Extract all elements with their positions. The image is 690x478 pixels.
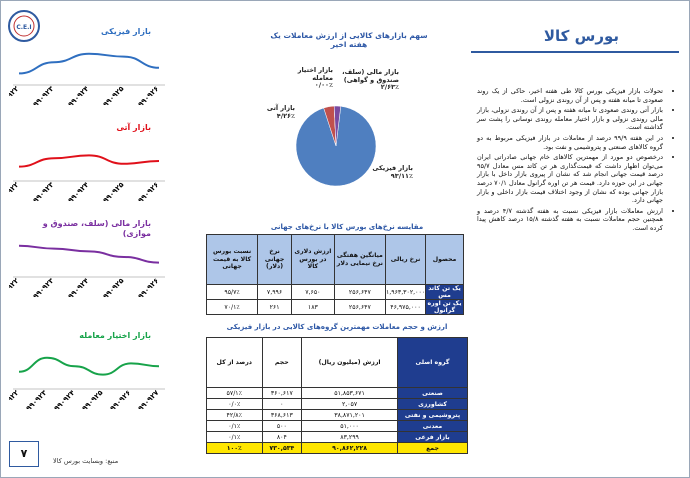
table-row: بازار فرعی ۸۳,۲۹۹ ۸۰۴ ۰/۱٪ — [206, 431, 468, 443]
tick-label: ۹۹۰۹۲۴ — [67, 84, 91, 108]
tick-label: ۹۹۰۹۲۲ — [9, 388, 21, 412]
title-divider — [471, 51, 679, 53]
tick-label: ۹۹۰۹۲۵ — [102, 84, 126, 108]
table-row: یک تن اوره گرانول ۴۶,۹۷۵,۰۰۰ ۲۵۶,۶۴۷ ۱۸۳… — [205, 299, 464, 315]
pie-label-options: بازار اختیار معامله ۰/۰۰٪ — [297, 66, 333, 90]
tick-label: ۹۹۰۹۲۳ — [32, 276, 56, 300]
tick-label: ۹۹۰۹۲۳ — [32, 84, 56, 108]
bullet-item: در این هفته ۹۹/۹ درصد از معاملات در بازا… — [477, 134, 663, 151]
tick-label: ۹۹۰۹۲۶ — [109, 389, 133, 413]
mini-chart-svg: ۹۹۰۹۲۲ ۹۹۰۹۲۳ ۹۹۰۹۲۴ ۹۹۰۹۲۵ ۹۹۰۹۲۶ — [9, 52, 165, 109]
mini-chart-physical: بازار فیزیکی ۹۹۰۹۲۲ ۹۹۰۹۲۳ ۹۹۰۹۲۴ ۹۹۰۹۲۵ ۹۹۰… — [9, 27, 169, 127]
bullet-item: تحولات بازار فیزیکی بورس کالا طی هفته اخ… — [477, 87, 663, 104]
mini-chart-label: بازار اختیار معامله — [79, 331, 151, 340]
tick-label: ۹۹۰۹۲۵ — [102, 180, 126, 204]
table-header: گروه اصلی — [397, 337, 468, 388]
table-row: پتروشیمی و نفتی ۳۸,۸۷۱,۲۰۱ ۳۶۸,۶۱۳ ۴۲/۸٪ — [206, 409, 468, 421]
mini-chart-futures: بازار آتی ۹۹۰۹۲۲ ۹۹۰۹۲۳ ۹۹۰۹۲۴ ۹۹۰۹۲۵ ۹۹۰۹۲۶ — [9, 123, 169, 223]
tick-label: ۹۹۰۹۲۲ — [9, 180, 21, 204]
tick-label: ۹۹۰۹۲۶ — [137, 277, 161, 301]
mini-chart-label: بازار مالی (سلف، صندوق و موازی) — [42, 219, 151, 238]
tick-label: ۹۹۰۹۲۶ — [137, 181, 161, 205]
table-header: درصد از کل — [206, 337, 263, 388]
page-number: ۷ — [9, 441, 39, 467]
page-title: بورس کالا — [543, 27, 619, 45]
trend-line — [18, 52, 160, 75]
tick-label: ۹۹۰۹۲۳ — [32, 180, 56, 204]
mini-chart-label: بازار فیزیکی — [101, 27, 151, 36]
tick-label: ۹۹۰۹۲۲ — [9, 84, 21, 108]
table-header: نسبت بورس کالا به قیمت جهانی — [205, 234, 259, 285]
pie-slice — [295, 106, 377, 187]
table-row: صنعتی ۵۱,۸۵۳,۶۷۱ ۳۶۰,۶۱۷ ۵۷/۱٪ — [206, 387, 468, 399]
tick-label: ۹۹۰۹۲۴ — [67, 180, 91, 204]
pie-label-financial: بازار مالی (سلف، صندوق و گواهی) ۲/۶۳٪ — [342, 68, 399, 92]
table-header: محصول — [425, 234, 464, 285]
physical-market-table: گروه اصلی ارزش (میلیون ریال) حجم درصد از… — [206, 337, 468, 454]
tick-label: ۹۹۰۹۲۲ — [9, 276, 21, 300]
tick-label: ۹۹۰۹۲۵ — [102, 276, 126, 300]
logo-icon: C.E.I — [8, 10, 40, 42]
mini-chart-options: بازار اختیار معامله ۹۹۰۹۲۲ ۹۹۰۹۲۳ ۹۹۰۹۲۴ ۹۹… — [9, 331, 169, 431]
trend-line — [18, 244, 160, 264]
table2-title: ارزش و حجم معاملات مهمترین گروه‌های کالا… — [226, 323, 448, 331]
source-note: منبع: وبسایت بورس کالا — [53, 457, 119, 465]
tick-label: ۹۹۰۹۲۴ — [67, 276, 91, 300]
table-row: یک تن کاتد مس ۱,۹۶۳,۳۰۲,۰۰۰ ۲۵۶,۶۴۷ ۷,۶۵… — [205, 284, 464, 300]
summary-bullets: تحولات بازار فیزیکی بورس کالا طی هفته اخ… — [477, 87, 673, 235]
mini-chart-svg: ۹۹۰۹۲۲ ۹۹۰۹۲۳ ۹۹۰۹۲۴ ۹۹۰۹۲۵ ۹۹۰۹۲۶ ۹۹۰۹۲۷ — [9, 356, 165, 413]
tick-label: ۹۹۰۹۲۴ — [53, 388, 77, 412]
table-header: میانگین هفتگی نرخ نیمایی دلار — [333, 234, 386, 285]
pie-slice — [333, 105, 342, 147]
tick-label: ۹۹۰۹۲۷ — [137, 388, 161, 412]
svg-text:C.E.I: C.E.I — [16, 24, 31, 31]
trend-line — [18, 154, 160, 168]
pie-label-futures: بازار آتی ۴/۲۶٪ — [266, 104, 295, 120]
table-header: ارزش دلاری در بورس کالا — [290, 234, 335, 285]
table1-title: مقایسه نرخ‌های بورس کالا با نرخ‌های جهان… — [270, 223, 424, 231]
table-header: ارزش (میلیون ریال) — [301, 337, 398, 388]
bullet-item: بازار آتی روندی صعودی تا میانه هفته و پس… — [477, 106, 663, 132]
pie-title: سهم بازارهای کالایی از ارزش معاملات یک ه… — [270, 31, 428, 49]
pie-chart — [295, 105, 377, 187]
table-row: معدنی ۵۱,۰۰۰ ۵۰۰ ۰/۱٪ — [206, 420, 468, 432]
mini-chart-label: بازار آتی — [116, 123, 151, 132]
table-header: نرخ جهانی (دلار) — [257, 234, 292, 285]
bullet-item: درخصوص دو مورد از مهمترین کالاهای خام جه… — [477, 153, 663, 205]
tick-label: ۹۹۰۹۲۶ — [137, 85, 161, 109]
mini-chart-financial: بازار مالی (سلف، صندوق و موازی) ۹۹۰۹۲۲ ۹۹… — [9, 219, 169, 319]
price-comparison-table: محصول نرخ ریالی میانگین هفتگی نرخ نیمایی… — [205, 234, 464, 315]
table-row: کشاورزی ۲,۰۵۷ ۰ ۰/۰٪ — [206, 398, 468, 410]
table-total-row: جمع ۹۰,۸۶۲,۲۲۸ ۷۳۰,۵۳۴ ۱۰۰٪ — [206, 442, 468, 454]
tick-label: ۹۹۰۹۲۳ — [25, 388, 49, 412]
trend-line — [18, 356, 160, 376]
table-header: حجم — [261, 337, 303, 388]
pie-label-physical: بازار فیزیکی ۹۳/۱۱٪ — [372, 164, 413, 180]
bullet-item: ارزش معاملات بازار فیزیکی نسبت به هفته گ… — [477, 207, 663, 233]
mini-chart-svg: ۹۹۰۹۲۲ ۹۹۰۹۲۳ ۹۹۰۹۲۴ ۹۹۰۹۲۵ ۹۹۰۹۲۶ — [9, 154, 165, 205]
tick-label: ۹۹۰۹۲۵ — [81, 388, 105, 412]
table-header: نرخ ریالی — [384, 234, 427, 285]
mini-chart-svg: ۹۹۰۹۲۲ ۹۹۰۹۲۳ ۹۹۰۹۲۴ ۹۹۰۹۲۵ ۹۹۰۹۲۶ — [9, 244, 165, 301]
